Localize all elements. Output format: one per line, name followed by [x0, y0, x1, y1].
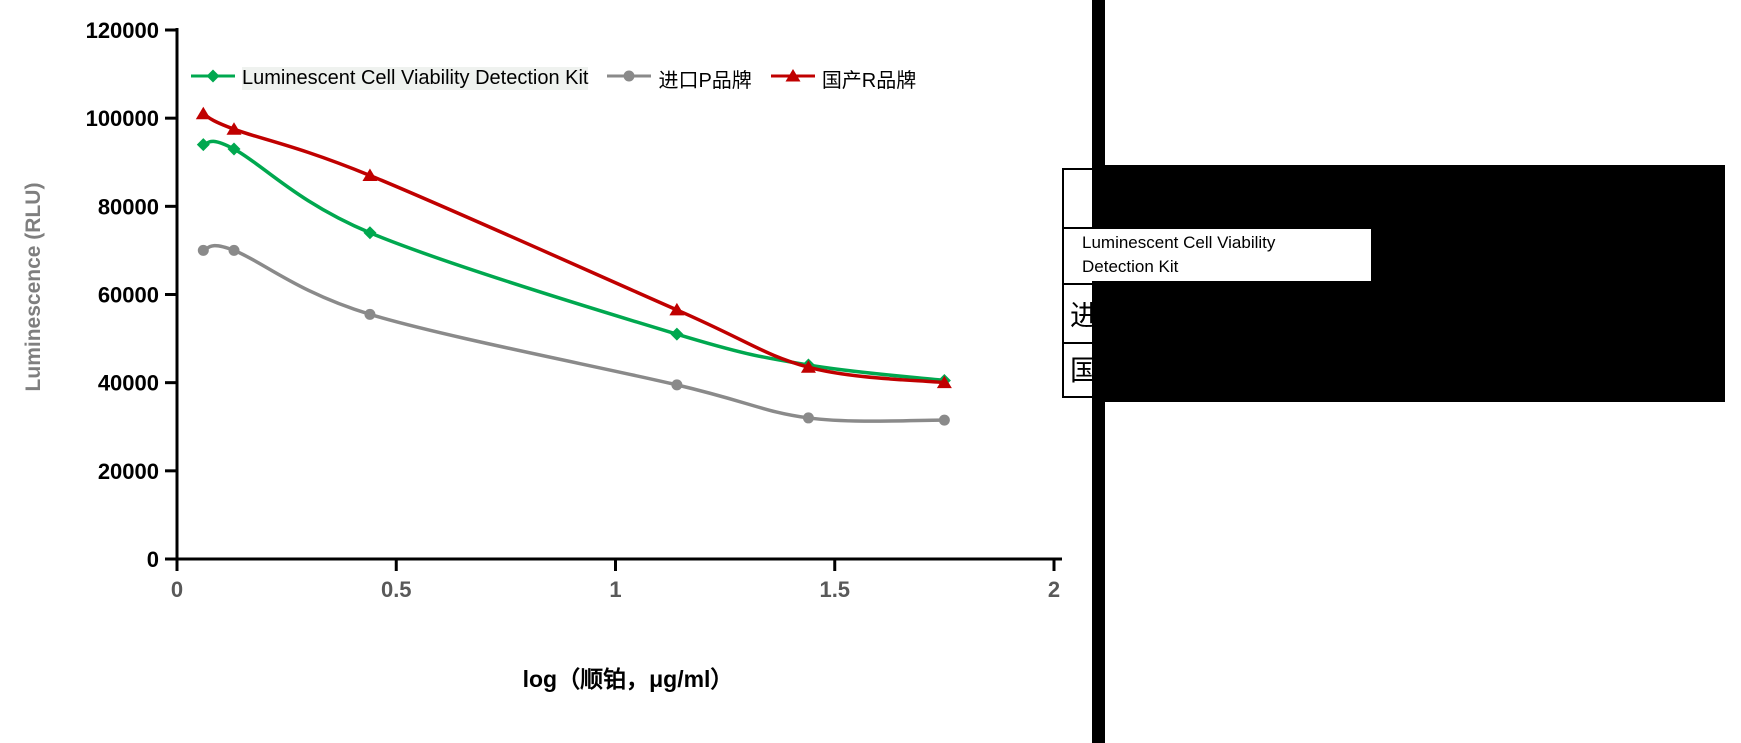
- series-markers-imported_p: [197, 244, 950, 426]
- kit-diamond-marker-icon: [190, 67, 236, 90]
- x-tick-label-0: 0: [171, 577, 183, 602]
- triangle-marker-icon: [800, 360, 816, 373]
- circle-marker-icon: [364, 308, 376, 320]
- x-tick-label-1: 1: [609, 577, 621, 602]
- triangle-marker-icon: [936, 375, 952, 389]
- y-tick-label-0: 0: [147, 547, 159, 572]
- domestic-r-triangle-marker-icon: [770, 67, 816, 90]
- diamond-marker-icon: [363, 226, 377, 240]
- legend-label-domestic-r: 国产R品牌: [821, 70, 917, 92]
- legend-item-kit: Luminescent Cell Viability Detection Kit: [190, 67, 589, 90]
- legend-label-kit: Luminescent Cell Viability Detection Kit: [242, 67, 589, 90]
- diamond-marker-icon: [196, 138, 210, 152]
- kit-name-cell: Luminescent Cell Viability Detection Kit: [1064, 229, 1371, 281]
- y-tick-label-20000: 20000: [98, 459, 159, 484]
- redaction-rect-table: [1100, 165, 1725, 402]
- imported-p-circle-marker-icon: [606, 67, 652, 90]
- y-axis-title: Luminescence (RLU): [22, 183, 45, 392]
- series-line-kit: [201, 139, 947, 383]
- y-tick-label-40000: 40000: [98, 371, 159, 396]
- diamond-marker-icon: [227, 142, 241, 156]
- x-axis-title: log（顺铂，μg/ml）: [523, 666, 734, 692]
- series-markers-domestic_r: [195, 106, 952, 389]
- x-tick-label-2: 2: [1048, 577, 1060, 602]
- legend-item-domestic-r: 国产R品牌: [770, 64, 916, 93]
- x-tick-label-1.5: 1.5: [819, 577, 850, 602]
- series-line-imported_p: [201, 243, 947, 423]
- y-tick-label-100000: 100000: [86, 106, 159, 131]
- circle-marker-icon: [197, 244, 209, 256]
- diamond-marker-icon: [670, 327, 684, 341]
- legend-item-imported-p: 进口P品牌: [606, 64, 752, 93]
- triangle-marker-icon: [195, 106, 211, 120]
- triangle-marker-icon: [669, 302, 685, 316]
- triangle-marker-icon: [362, 168, 378, 181]
- cell-viability-line-chart: 0 20000 40000 60000 80000 100000 120000 0 0.5 1 1.…: [22, 18, 1062, 692]
- chart-legend: Luminescent Cell Viability Detection Kit…: [190, 64, 916, 93]
- y-tick-label-60000: 60000: [98, 283, 159, 308]
- y-tick-label-80000: 80000: [98, 194, 159, 219]
- kit-name-line1: Luminescent Cell Viability: [1082, 233, 1276, 252]
- x-tick-label-0.5: 0.5: [381, 577, 412, 602]
- kit-name-line2: Detection Kit: [1082, 257, 1179, 276]
- y-tick-label-120000: 120000: [86, 18, 159, 43]
- circle-marker-icon: [671, 379, 683, 391]
- series-line-domestic_r: [201, 112, 947, 385]
- legend-label-imported-p: 进口P品牌: [658, 70, 752, 92]
- triangle-marker-icon: [226, 122, 242, 135]
- circle-marker-icon: [938, 414, 950, 426]
- circle-marker-icon: [802, 412, 814, 424]
- circle-marker-icon: [228, 244, 240, 256]
